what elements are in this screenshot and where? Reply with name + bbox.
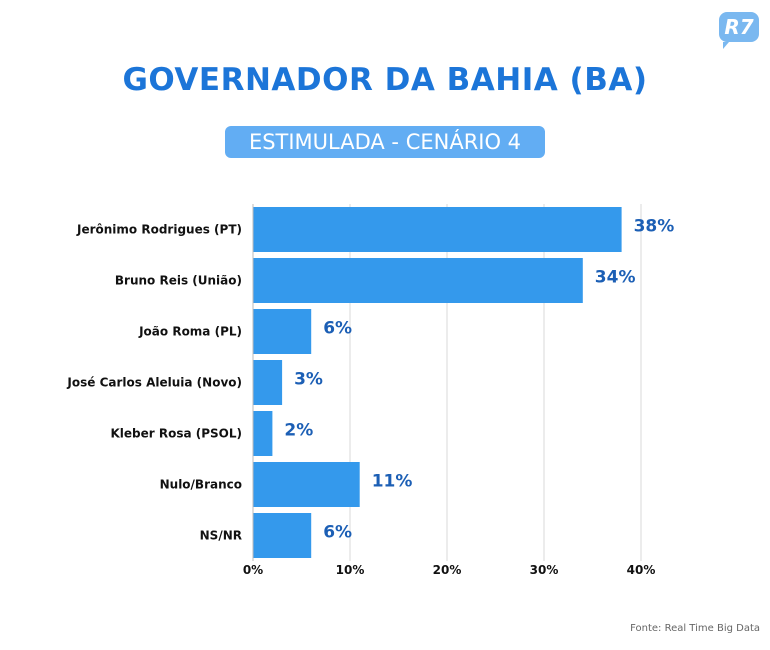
data-label: 2% bbox=[284, 421, 313, 441]
r7-logo: R7 bbox=[719, 12, 759, 49]
category-label: Nulo/Branco bbox=[160, 478, 242, 492]
x-tick-label: 20% bbox=[433, 563, 462, 577]
category-label: Bruno Reis (União) bbox=[115, 274, 242, 288]
bar bbox=[253, 258, 583, 303]
category-label: João Roma (PL) bbox=[138, 325, 242, 339]
bar bbox=[253, 513, 312, 558]
data-label: 6% bbox=[323, 319, 352, 339]
data-label: 3% bbox=[294, 370, 323, 390]
data-label: 11% bbox=[372, 472, 413, 492]
chart-title: GOVERNADOR DA BAHIA (BA) bbox=[122, 62, 648, 98]
bar bbox=[253, 360, 283, 405]
x-tick-label: 10% bbox=[336, 563, 365, 577]
category-label: José Carlos Aleluia (Novo) bbox=[66, 376, 242, 390]
chart-subtitle: ESTIMULADA - CENÁRIO 4 bbox=[225, 126, 545, 158]
data-label: 6% bbox=[323, 523, 352, 543]
x-tick-label: 30% bbox=[530, 563, 559, 577]
source-note: Fonte: Real Time Big Data bbox=[630, 623, 760, 634]
x-tick-label: 40% bbox=[627, 563, 656, 577]
bar bbox=[253, 411, 273, 456]
data-label: 38% bbox=[634, 217, 675, 237]
category-label: Kleber Rosa (PSOL) bbox=[110, 427, 242, 441]
x-tick-label: 0% bbox=[243, 563, 263, 577]
data-label: 34% bbox=[595, 268, 636, 288]
bar bbox=[253, 207, 622, 252]
bar bbox=[253, 462, 360, 507]
bar bbox=[253, 309, 312, 354]
category-label: Jerônimo Rodrigues (PT) bbox=[76, 223, 242, 237]
category-label: NS/NR bbox=[200, 529, 242, 543]
